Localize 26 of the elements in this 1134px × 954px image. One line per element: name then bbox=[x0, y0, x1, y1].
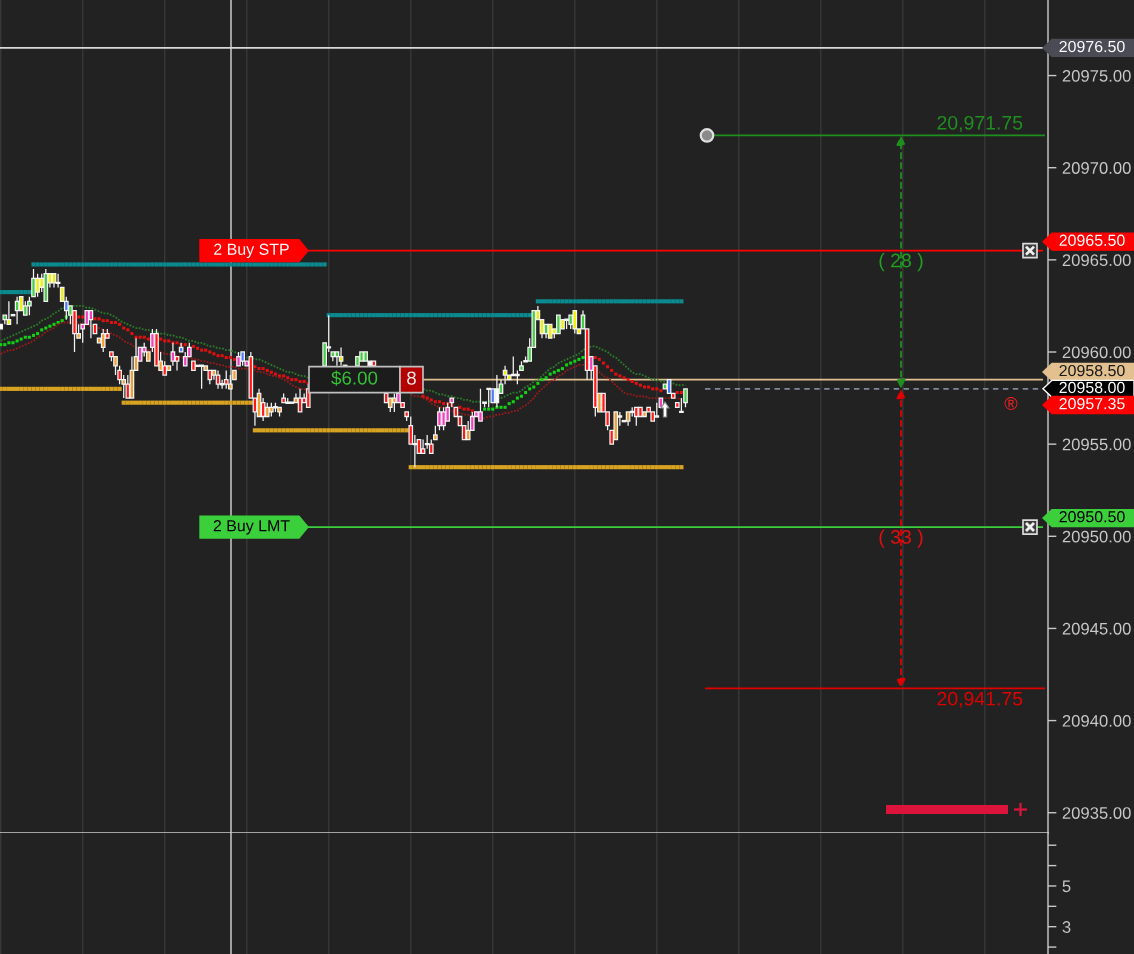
annotation: ( 28 ) bbox=[879, 253, 923, 272]
text: 20965.50 bbox=[1059, 234, 1125, 246]
ref-line-label: 2 Buy STP bbox=[214, 243, 289, 259]
annotation: ® bbox=[1004, 397, 1018, 410]
y-tick-label: 20935.00 bbox=[1062, 807, 1131, 819]
ref-line-label: 20,971.75 bbox=[937, 115, 1023, 132]
y-tick-label: 20965.00 bbox=[1062, 254, 1131, 267]
y-tick-label: 3 bbox=[1062, 921, 1071, 933]
text: 20976.50 bbox=[1059, 40, 1125, 53]
text: 20950.50 bbox=[1059, 511, 1125, 523]
annotation: $6.00 bbox=[331, 370, 378, 386]
text: 20958.00 bbox=[1059, 381, 1125, 394]
annotation: 8 bbox=[407, 371, 416, 385]
y-tick-label: 20940.00 bbox=[1062, 714, 1131, 727]
y-tick-label: 20975.00 bbox=[1062, 69, 1131, 82]
annotation: ( 33 ) bbox=[879, 529, 923, 548]
y-tick-label: 5 bbox=[1062, 880, 1071, 893]
text: 20957.35 bbox=[1059, 397, 1125, 410]
y-tick-label: 20960.00 bbox=[1062, 346, 1131, 359]
ref-line-label: 2 Buy LMT bbox=[213, 520, 290, 535]
y-tick-label: 20945.00 bbox=[1062, 622, 1131, 635]
ref-line-label: 20,941.75 bbox=[937, 691, 1023, 708]
y-tick-label: 20950.00 bbox=[1062, 530, 1131, 543]
text: 20958.50 bbox=[1059, 364, 1125, 377]
y-tick-label: 20955.00 bbox=[1062, 438, 1131, 451]
y-tick-label: 20970.00 bbox=[1062, 162, 1131, 174]
